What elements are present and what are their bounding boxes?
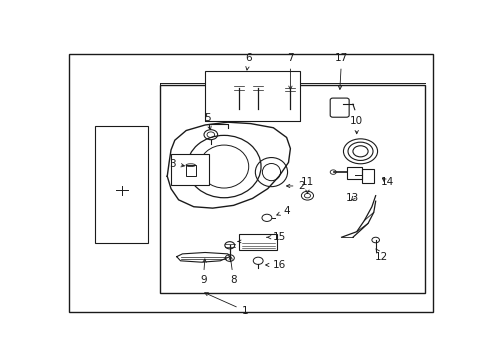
Text: 7: 7 bbox=[286, 53, 293, 89]
Bar bbox=[239, 234, 277, 250]
Text: 3: 3 bbox=[169, 159, 184, 169]
Text: 4: 4 bbox=[276, 206, 289, 216]
Text: 2: 2 bbox=[286, 181, 305, 191]
Text: 9: 9 bbox=[200, 259, 206, 285]
Text: 15: 15 bbox=[266, 232, 285, 242]
Text: 5: 5 bbox=[203, 113, 211, 130]
Text: 17: 17 bbox=[334, 53, 347, 89]
Bar bbox=[346, 167, 361, 179]
Bar bbox=[205, 71, 299, 121]
Text: 14: 14 bbox=[380, 177, 393, 187]
Bar bbox=[362, 169, 373, 183]
Text: 13: 13 bbox=[346, 193, 359, 203]
Text: 12: 12 bbox=[374, 249, 387, 262]
Text: 1: 1 bbox=[204, 293, 248, 316]
Text: 11: 11 bbox=[300, 177, 313, 193]
Bar bbox=[95, 126, 148, 243]
Text: 16: 16 bbox=[265, 260, 285, 270]
Bar bbox=[186, 165, 195, 176]
Bar bbox=[159, 85, 424, 293]
Bar bbox=[171, 154, 208, 185]
Text: 8: 8 bbox=[228, 256, 236, 285]
Text: 10: 10 bbox=[349, 116, 363, 134]
Text: 6: 6 bbox=[245, 53, 251, 70]
